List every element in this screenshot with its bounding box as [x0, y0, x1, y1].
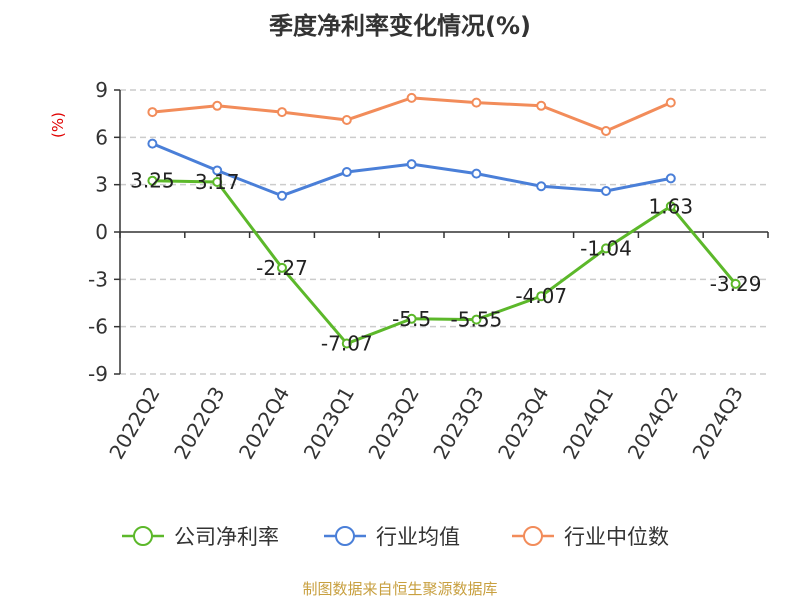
x-tick-label: 2022Q4 [234, 383, 294, 464]
data-point [665, 97, 676, 108]
y-axis-label: (%) [49, 112, 67, 138]
data-point [601, 126, 611, 137]
data-label: -7.07 [321, 332, 373, 356]
data-point [147, 107, 158, 118]
data-point [212, 100, 223, 111]
chart-title: 季度净利率变化情况(%) [269, 12, 531, 40]
data-point [601, 185, 611, 196]
data-labels: 3.25 3.17 -2.27 -7.07 -5.5 -5.55 -4.07 -1.04 1.6… [130, 169, 761, 356]
legend-label: 公司净利率 [174, 525, 279, 549]
legend-label: 行业均值 [376, 525, 460, 549]
data-label: 3.25 [130, 169, 175, 193]
data-point [406, 159, 417, 170]
legend-marker [133, 526, 153, 546]
data-point [147, 175, 158, 186]
y-tick-label: 6 [95, 125, 108, 149]
data-point [536, 100, 547, 111]
data-point [341, 167, 352, 178]
data-point [341, 114, 352, 125]
legend: 公司净利率 行业均值 行业中位数 [122, 525, 669, 549]
data-label: -1.04 [580, 236, 632, 260]
x-tick-label: 2022Q2 [104, 383, 164, 464]
y-tick-label: 9 [95, 78, 108, 102]
series-line-0 [152, 179, 737, 346]
x-tick-label: 2024Q1 [558, 383, 618, 464]
data-point [471, 168, 482, 179]
data-point [147, 138, 158, 149]
data-label: -5.5 [392, 307, 431, 331]
y-tick-label: 0 [95, 220, 108, 244]
source-note: 制图数据来自恒生聚源数据库 [302, 580, 497, 598]
data-point [277, 190, 287, 201]
x-tick-label: 2022Q3 [169, 383, 229, 464]
series-lines [147, 92, 741, 349]
data-point [277, 107, 287, 118]
data-label: -4.07 [515, 284, 567, 308]
data-point [471, 314, 482, 325]
data-point [665, 201, 676, 212]
y-tick-label: -9 [88, 362, 108, 386]
data-point [730, 278, 741, 289]
data-point [406, 313, 417, 324]
y-tick-label: -3 [88, 267, 108, 291]
data-point [341, 338, 352, 349]
x-tick-label: 2023Q2 [363, 383, 423, 464]
data-point [277, 262, 287, 273]
x-tick-label: 2023Q1 [299, 383, 359, 464]
data-point [665, 173, 676, 184]
data-point [536, 181, 547, 192]
legend-label: 行业中位数 [564, 525, 669, 549]
legend-marker [523, 526, 543, 546]
data-label: -2.27 [256, 256, 308, 280]
data-label: -3.29 [710, 272, 762, 296]
legend-marker [335, 526, 355, 546]
y-tick-label: 3 [95, 173, 108, 197]
data-label: 1.63 [649, 194, 694, 218]
data-point [601, 243, 611, 254]
x-tick-label: 2024Q2 [623, 383, 683, 464]
data-label: -5.55 [451, 308, 503, 332]
data-point [536, 291, 547, 302]
grid-lines [120, 89, 768, 375]
y-tick-label: -6 [88, 315, 108, 339]
data-point [471, 97, 482, 108]
data-point [212, 176, 223, 187]
data-label: 3.17 [195, 170, 240, 194]
x-tick-label: 2023Q3 [428, 383, 488, 464]
data-point [212, 165, 223, 176]
x-tick-label: 2024Q3 [687, 383, 747, 464]
data-point [406, 92, 417, 103]
x-tick-label: 2023Q4 [493, 383, 553, 464]
